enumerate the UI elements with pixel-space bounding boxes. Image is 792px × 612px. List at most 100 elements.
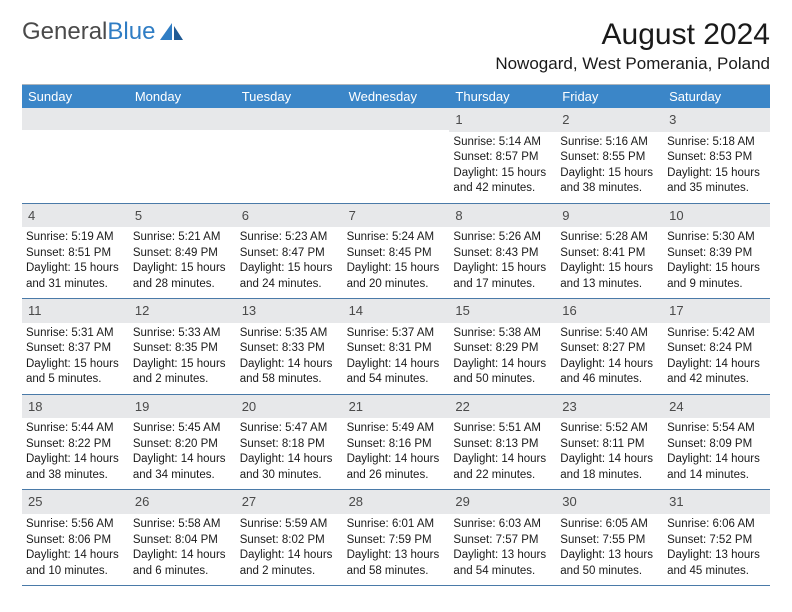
sunrise-text: Sunrise: 5:45 AM	[133, 421, 232, 437]
weekday-header: Wednesday	[343, 85, 450, 108]
sunset-text: Sunset: 7:52 PM	[667, 533, 766, 549]
day-body: Sunrise: 5:52 AMSunset: 8:11 PMDaylight:…	[556, 418, 663, 489]
day-number	[236, 108, 343, 130]
daylight-text: Daylight: 14 hours and 26 minutes.	[347, 452, 446, 483]
sunset-text: Sunset: 7:55 PM	[560, 533, 659, 549]
sunrise-text: Sunrise: 5:30 AM	[667, 230, 766, 246]
day-number: 8	[449, 204, 556, 228]
daylight-text: Daylight: 15 hours and 5 minutes.	[26, 357, 125, 388]
sunset-text: Sunset: 8:51 PM	[26, 246, 125, 262]
day-body: Sunrise: 5:31 AMSunset: 8:37 PMDaylight:…	[22, 323, 129, 394]
calendar-day: 18Sunrise: 5:44 AMSunset: 8:22 PMDayligh…	[22, 395, 129, 490]
calendar-day: 27Sunrise: 5:59 AMSunset: 8:02 PMDayligh…	[236, 490, 343, 585]
calendar-day: 13Sunrise: 5:35 AMSunset: 8:33 PMDayligh…	[236, 299, 343, 394]
day-number: 19	[129, 395, 236, 419]
day-number: 11	[22, 299, 129, 323]
sunset-text: Sunset: 8:06 PM	[26, 533, 125, 549]
sunrise-text: Sunrise: 5:23 AM	[240, 230, 339, 246]
calendar-day: 6Sunrise: 5:23 AMSunset: 8:47 PMDaylight…	[236, 204, 343, 299]
sunset-text: Sunset: 8:22 PM	[26, 437, 125, 453]
day-number: 13	[236, 299, 343, 323]
sunset-text: Sunset: 8:47 PM	[240, 246, 339, 262]
sunset-text: Sunset: 8:04 PM	[133, 533, 232, 549]
title-block: August 2024 Nowogard, West Pomerania, Po…	[495, 18, 770, 74]
calendar-day: 7 Sunrise: 5:24 AMSunset: 8:45 PMDaylight…	[343, 204, 450, 299]
day-number: 18	[22, 395, 129, 419]
day-body: Sunrise: 5:47 AMSunset: 8:18 PMDaylight:…	[236, 418, 343, 489]
sunset-text: Sunset: 7:59 PM	[347, 533, 446, 549]
day-number	[22, 108, 129, 130]
day-number: 12	[129, 299, 236, 323]
day-number: 14	[343, 299, 450, 323]
sunrise-text: Sunrise: 6:03 AM	[453, 517, 552, 533]
calendar-day: 9Sunrise: 5:28 AMSunset: 8:41 PMDaylight…	[556, 204, 663, 299]
day-body: Sunrise: 6:03 AMSunset: 7:57 PMDaylight:…	[449, 514, 556, 585]
calendar-day: 15Sunrise: 5:38 AMSunset: 8:29 PMDayligh…	[449, 299, 556, 394]
calendar-day: 19Sunrise: 5:45 AMSunset: 8:20 PMDayligh…	[129, 395, 236, 490]
calendar-day: 3Sunrise: 5:18 AMSunset: 8:53 PMDaylight…	[663, 108, 770, 203]
day-body: Sunrise: 5:26 AMSunset: 8:43 PMDaylight:…	[449, 227, 556, 298]
day-number	[343, 108, 450, 130]
sunset-text: Sunset: 8:02 PM	[240, 533, 339, 549]
weekday-header: Thursday	[449, 85, 556, 108]
daylight-text: Daylight: 15 hours and 20 minutes.	[347, 261, 446, 292]
daylight-text: Daylight: 13 hours and 50 minutes.	[560, 548, 659, 579]
sunset-text: Sunset: 8:27 PM	[560, 341, 659, 357]
sunrise-text: Sunrise: 5:28 AM	[560, 230, 659, 246]
logo-text-1: General	[22, 18, 107, 46]
calendar-day: 25Sunrise: 5:56 AMSunset: 8:06 PMDayligh…	[22, 490, 129, 585]
day-number: 10	[663, 204, 770, 228]
sunrise-text: Sunrise: 5:24 AM	[347, 230, 446, 246]
daylight-text: Daylight: 14 hours and 58 minutes.	[240, 357, 339, 388]
daylight-text: Daylight: 14 hours and 42 minutes.	[667, 357, 766, 388]
day-body: Sunrise: 5:16 AMSunset: 8:55 PMDaylight:…	[556, 132, 663, 203]
calendar-day: 5Sunrise: 5:21 AMSunset: 8:49 PMDaylight…	[129, 204, 236, 299]
day-number: 21	[343, 395, 450, 419]
day-body: Sunrise: 5:28 AMSunset: 8:41 PMDaylight:…	[556, 227, 663, 298]
calendar-day: 8Sunrise: 5:26 AMSunset: 8:43 PMDaylight…	[449, 204, 556, 299]
calendar-day: 30Sunrise: 6:05 AMSunset: 7:55 PMDayligh…	[556, 490, 663, 585]
logo: GeneralBlue	[22, 18, 185, 46]
day-body: Sunrise: 5:14 AMSunset: 8:57 PMDaylight:…	[449, 132, 556, 203]
sunrise-text: Sunrise: 5:49 AM	[347, 421, 446, 437]
calendar-day: 31Sunrise: 6:06 AMSunset: 7:52 PMDayligh…	[663, 490, 770, 585]
sunset-text: Sunset: 8:24 PM	[667, 341, 766, 357]
calendar-day: 11Sunrise: 5:31 AMSunset: 8:37 PMDayligh…	[22, 299, 129, 394]
day-body: Sunrise: 5:56 AMSunset: 8:06 PMDaylight:…	[22, 514, 129, 585]
calendar: SundayMondayTuesdayWednesdayThursdayFrid…	[22, 84, 770, 586]
sunset-text: Sunset: 8:18 PM	[240, 437, 339, 453]
sunset-text: Sunset: 8:53 PM	[667, 150, 766, 166]
daylight-text: Daylight: 14 hours and 10 minutes.	[26, 548, 125, 579]
sunrise-text: Sunrise: 5:51 AM	[453, 421, 552, 437]
sunrise-text: Sunrise: 5:18 AM	[667, 135, 766, 151]
sunset-text: Sunset: 8:55 PM	[560, 150, 659, 166]
daylight-text: Daylight: 14 hours and 38 minutes.	[26, 452, 125, 483]
day-number: 31	[663, 490, 770, 514]
day-body: Sunrise: 6:01 AMSunset: 7:59 PMDaylight:…	[343, 514, 450, 585]
day-number: 25	[22, 490, 129, 514]
daylight-text: Daylight: 14 hours and 50 minutes.	[453, 357, 552, 388]
calendar-week: 11Sunrise: 5:31 AMSunset: 8:37 PMDayligh…	[22, 299, 770, 395]
day-body: Sunrise: 5:19 AMSunset: 8:51 PMDaylight:…	[22, 227, 129, 298]
day-number: 7	[343, 204, 450, 228]
sunset-text: Sunset: 8:31 PM	[347, 341, 446, 357]
daylight-text: Daylight: 15 hours and 9 minutes.	[667, 261, 766, 292]
daylight-text: Daylight: 15 hours and 13 minutes.	[560, 261, 659, 292]
sunrise-text: Sunrise: 5:33 AM	[133, 326, 232, 342]
day-number: 6	[236, 204, 343, 228]
day-number: 2	[556, 108, 663, 132]
day-number: 29	[449, 490, 556, 514]
daylight-text: Daylight: 15 hours and 38 minutes.	[560, 166, 659, 197]
calendar-week: 1Sunrise: 5:14 AMSunset: 8:57 PMDaylight…	[22, 108, 770, 204]
daylight-text: Daylight: 13 hours and 54 minutes.	[453, 548, 552, 579]
sunrise-text: Sunrise: 5:37 AM	[347, 326, 446, 342]
day-number: 5	[129, 204, 236, 228]
sunrise-text: Sunrise: 5:38 AM	[453, 326, 552, 342]
sunrise-text: Sunrise: 5:21 AM	[133, 230, 232, 246]
day-body: Sunrise: 5:30 AMSunset: 8:39 PMDaylight:…	[663, 227, 770, 298]
sunset-text: Sunset: 8:20 PM	[133, 437, 232, 453]
daylight-text: Daylight: 13 hours and 58 minutes.	[347, 548, 446, 579]
day-number: 1	[449, 108, 556, 132]
daylight-text: Daylight: 14 hours and 14 minutes.	[667, 452, 766, 483]
sunset-text: Sunset: 8:45 PM	[347, 246, 446, 262]
